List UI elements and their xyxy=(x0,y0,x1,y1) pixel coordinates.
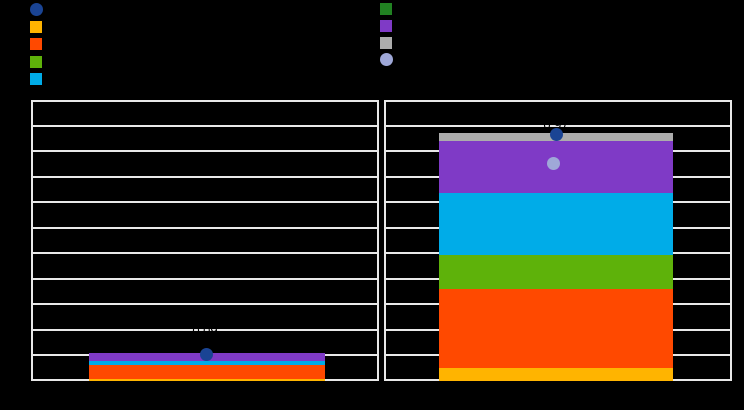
gridline xyxy=(33,175,377,178)
facet-panel-1 xyxy=(31,100,379,381)
legend-item-purple-series xyxy=(380,19,398,32)
green-series-square-icon xyxy=(30,55,42,68)
gray-series-square-icon xyxy=(380,36,392,49)
gridline xyxy=(33,201,377,204)
navy-dot-marker xyxy=(199,348,213,362)
navy-point-series-circle-icon xyxy=(30,3,43,16)
lavender-dot-marker xyxy=(546,156,560,170)
gridline xyxy=(33,252,377,255)
legend-item-green-series xyxy=(30,55,48,68)
legend-item-gray-series xyxy=(380,36,398,49)
bar-segment-cyan xyxy=(439,193,673,256)
dark-green-series-square-icon xyxy=(380,3,392,15)
gridline xyxy=(33,328,377,331)
gridline xyxy=(33,226,377,229)
bar-segment-orange-red xyxy=(89,365,325,379)
gridline xyxy=(33,303,377,306)
gridline xyxy=(386,124,730,127)
bar-segment-amber xyxy=(439,368,673,381)
bar-segment-amber xyxy=(89,378,325,381)
legend-item-lavender-point-series xyxy=(380,53,399,67)
navy-dot-marker xyxy=(549,127,563,141)
lavender-point-series-circle-icon xyxy=(380,53,393,67)
legend-item-orange-red-series xyxy=(30,38,48,51)
bar-value-label: 0.09 xyxy=(192,323,218,338)
legend-item-cyan-series xyxy=(30,73,48,86)
bar-segment-cyan xyxy=(89,360,325,366)
amber-series-square-icon xyxy=(30,20,42,33)
orange-red-series-square-icon xyxy=(30,38,42,51)
legend-item-navy-point-series xyxy=(30,3,49,16)
bar-value-label: 0.97 xyxy=(543,117,569,132)
cyan-series-square-icon xyxy=(30,73,42,86)
legend-item-amber-series xyxy=(30,20,48,33)
bar-segment-orange-red xyxy=(439,288,673,369)
purple-series-square-icon xyxy=(380,19,392,32)
gridline xyxy=(33,124,377,127)
gridline xyxy=(33,277,377,280)
legend-item-dark-green-series xyxy=(380,3,398,15)
gridline xyxy=(33,150,377,153)
bar-segment-green xyxy=(439,255,673,289)
